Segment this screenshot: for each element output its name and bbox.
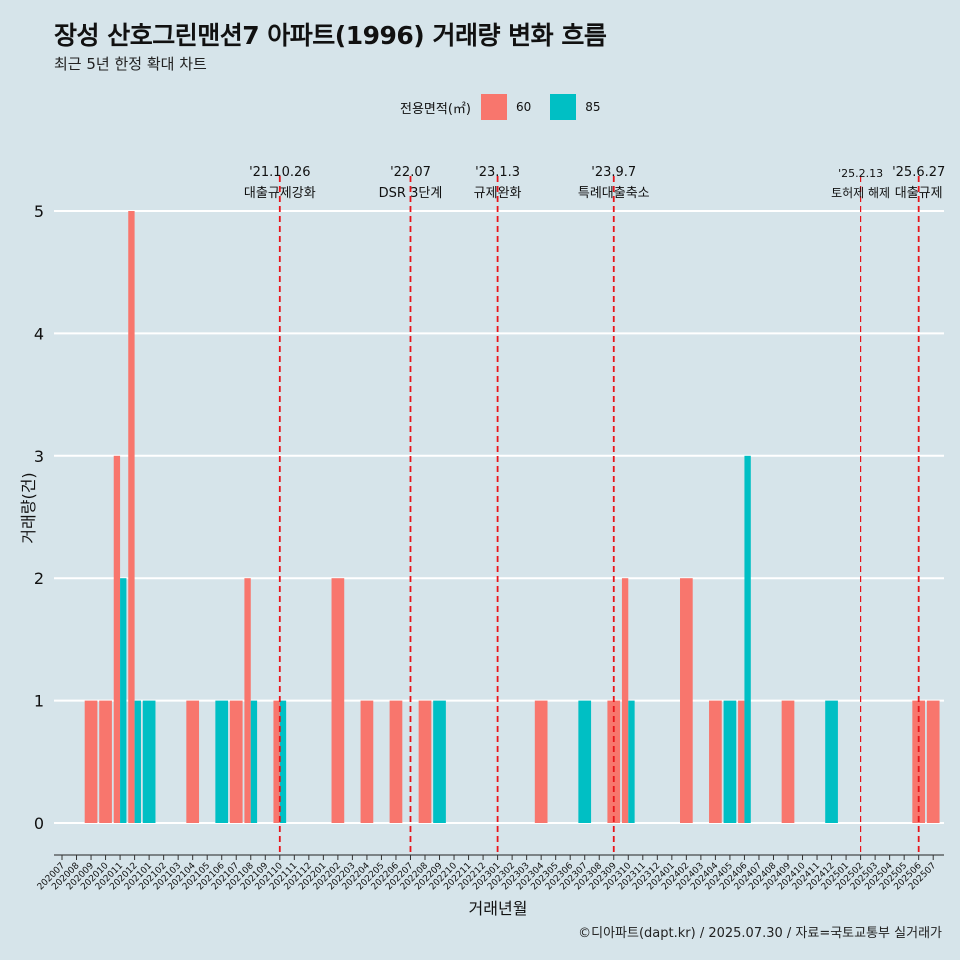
bar-85-202412 [825, 700, 838, 823]
bar-60-202108 [244, 578, 251, 823]
bar-85-202106 [215, 700, 229, 823]
bar-60-202404 [709, 700, 722, 823]
event-name-label: 토허제 해제 [831, 186, 890, 200]
bar-60-202204 [360, 700, 374, 823]
legend-title: 전용면적(㎡) [400, 101, 471, 117]
bar-85-202405 [723, 700, 737, 823]
bar-60-202110 [273, 700, 280, 823]
bar-85-202101 [142, 700, 156, 823]
event-date-label: '23.9.7 [591, 165, 636, 180]
chart-subtitle: 최근 5년 한정 확대 차트 [54, 55, 207, 73]
bar-60-202409 [781, 700, 795, 823]
bar-60-202206 [389, 700, 403, 823]
x-axis-title: 거래년월 [469, 899, 528, 918]
bar-60-202406 [738, 700, 745, 823]
bar-60-202202 [331, 578, 345, 823]
event-name-label: 대출규제 [895, 186, 943, 201]
bar-85-202108 [250, 700, 258, 823]
y-tick-label: 1 [34, 692, 44, 711]
bar-60-202009 [84, 700, 98, 823]
bar-85-202307 [578, 700, 592, 823]
bar-85-202209 [433, 700, 446, 823]
y-tick-label: 0 [34, 814, 44, 833]
bar-85-202310 [628, 700, 635, 823]
bar-85-202011 [120, 578, 127, 823]
legend-label-85: 85 [585, 100, 601, 114]
event-date-label: '23.1.3 [475, 165, 520, 180]
y-tick-label: 4 [34, 324, 44, 343]
bar-85-202110 [279, 700, 287, 823]
event-name-label: 대출규제강화 [244, 186, 316, 201]
bar-60-202507 [926, 700, 940, 823]
bar-60-202012 [128, 211, 135, 823]
bar-60-202208 [418, 700, 432, 823]
event-date-label: '25.6.27 [892, 165, 945, 180]
bar-60-202010 [99, 700, 112, 823]
bar-60-202304 [534, 700, 548, 823]
y-tick-label: 2 [34, 569, 44, 588]
legend-label-60: 60 [515, 100, 532, 114]
source-caption: ©디아파트(dapt.kr) / 2025.07.30 / 자료=국토교통부 실… [578, 926, 942, 941]
y-tick-label: 3 [34, 447, 44, 466]
event-date-label: '21.10.26 [249, 165, 310, 180]
bar-60-202402 [680, 578, 693, 823]
bar-60-202104 [186, 700, 200, 823]
event-date-label: '22.07 [390, 165, 431, 180]
legend: 전용면적(㎡) 60 85 [400, 93, 620, 121]
bar-60-202107 [229, 700, 243, 823]
chart-title: 장성 산호그린맨션7 아파트(1996) 거래량 변화 흐름 [54, 21, 607, 50]
y-axis-title: 거래량(건) [19, 472, 38, 543]
bar-85-202012 [134, 700, 141, 823]
bar-60-202310 [621, 578, 629, 823]
event-date-label: '25.2.13 [838, 167, 883, 180]
bar-60-202011 [113, 455, 121, 823]
legend-key-60 [480, 94, 507, 120]
y-tick-label: 5 [34, 202, 44, 221]
event-name-label: 특례대출축소 [578, 186, 650, 201]
legend-key-85 [550, 94, 577, 120]
event-name-label: 규제완화 [474, 186, 522, 201]
event-name-label: DSR 3단계 [379, 186, 443, 201]
bar-85-202406 [744, 455, 751, 823]
